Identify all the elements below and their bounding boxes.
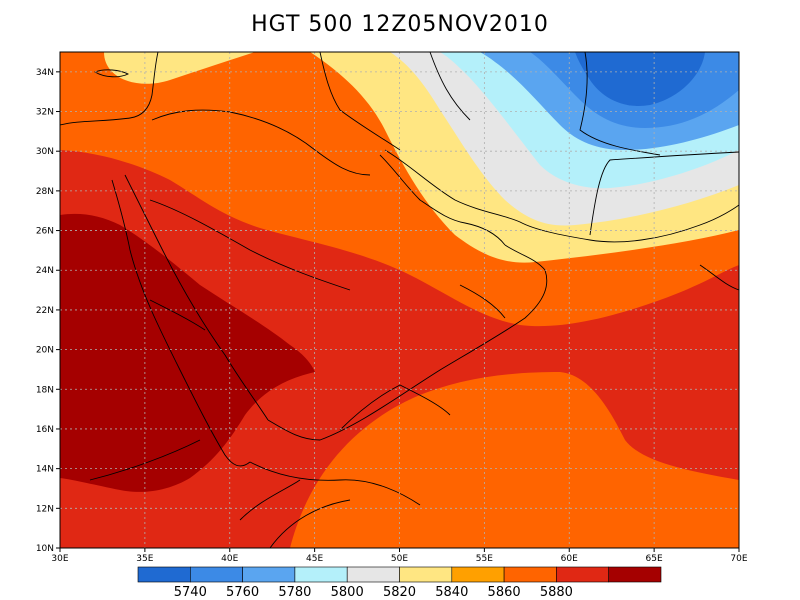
colorbar-label: 5800 bbox=[331, 585, 364, 600]
arabia-south-coast bbox=[267, 244, 548, 441]
border-2 bbox=[149, 199, 351, 291]
lon-tick-label: 40E bbox=[221, 554, 238, 564]
red-sea-west-coast bbox=[111, 179, 251, 467]
band-5860-south bbox=[290, 372, 739, 548]
india-coast bbox=[699, 264, 739, 291]
colorbar-swatch bbox=[137, 566, 191, 583]
lat-tick-label: 12N bbox=[36, 504, 54, 514]
lon-tick-label: 65E bbox=[646, 554, 663, 564]
somalia-coast bbox=[269, 499, 351, 548]
lon-tick-label: 50E bbox=[391, 554, 408, 564]
colorbar-swatch bbox=[503, 566, 557, 583]
lat-tick-label: 22N bbox=[36, 306, 54, 316]
lat-tick-label: 14N bbox=[36, 465, 54, 475]
band-5740 bbox=[575, 52, 705, 106]
africa-horn-coast bbox=[249, 461, 421, 506]
border-8 bbox=[339, 384, 451, 431]
band-5840 bbox=[60, 52, 255, 84]
lon-tick-label: 35E bbox=[136, 554, 153, 564]
colorbar-swatch bbox=[346, 566, 400, 583]
border-4 bbox=[429, 52, 471, 121]
border-5 bbox=[589, 151, 739, 236]
colorbar-label: 5840 bbox=[435, 585, 468, 600]
band-5900 bbox=[60, 213, 315, 492]
border-9 bbox=[89, 439, 201, 481]
lon-tick-label: 30E bbox=[51, 554, 68, 564]
colorbar-label: 5760 bbox=[226, 585, 259, 600]
lat-tick-label: 30N bbox=[36, 147, 54, 157]
lat-tick-label: 34N bbox=[36, 68, 54, 78]
colorbar: 5740 5760 5780 5800 5820 5840 5860 5880 bbox=[137, 566, 662, 600]
border-7 bbox=[459, 284, 506, 319]
colorbar-swatch bbox=[399, 566, 453, 583]
lon-tick-label: 60E bbox=[561, 554, 578, 564]
colorbar-swatch bbox=[190, 566, 243, 583]
border-3 bbox=[319, 52, 401, 151]
lat-tick-label: 24N bbox=[36, 266, 54, 276]
colorbar-swatch bbox=[294, 566, 348, 583]
map-grid bbox=[60, 52, 739, 548]
colorbar-swatch bbox=[451, 566, 505, 583]
border-11 bbox=[239, 479, 301, 521]
colorbar-swatch bbox=[608, 566, 662, 583]
latitude-axis: 10N 12N 14N 16N 18N 20N 22N 24N 26N 28N 30N 32N 34N bbox=[36, 68, 60, 554]
colorbar-label: 5820 bbox=[383, 585, 416, 600]
colorbar-label: 5860 bbox=[488, 585, 521, 600]
lat-tick-label: 20N bbox=[36, 346, 54, 356]
lon-tick-label: 70E bbox=[730, 554, 747, 564]
mediterranean-coast bbox=[60, 52, 159, 126]
colorbar-label: 5780 bbox=[278, 585, 311, 600]
longitude-axis: 30E 35E 40E 45E 50E 55E 60E 65E 70E bbox=[51, 548, 748, 564]
lat-tick-label: 32N bbox=[36, 108, 54, 118]
border-10 bbox=[149, 299, 206, 331]
border-1 bbox=[151, 109, 371, 176]
lat-tick-label: 18N bbox=[36, 385, 54, 395]
lat-tick-label: 28N bbox=[36, 187, 54, 197]
lon-tick-label: 55E bbox=[476, 554, 493, 564]
colorbar-swatch bbox=[242, 566, 296, 583]
colorbar-label: 5740 bbox=[174, 585, 207, 600]
map-title: HGT 500 12Z05NOV2010 bbox=[251, 12, 549, 37]
lat-tick-label: 26N bbox=[36, 227, 54, 237]
coastlines-borders bbox=[60, 52, 739, 548]
red-sea-east-coast bbox=[124, 174, 269, 421]
colorbar-swatch bbox=[556, 566, 610, 583]
border-6 bbox=[579, 52, 661, 156]
cyprus bbox=[93, 69, 130, 78]
colorbar-label: 5880 bbox=[540, 585, 573, 600]
lon-tick-label: 45E bbox=[306, 554, 323, 564]
iran-coast bbox=[384, 149, 739, 243]
lat-tick-label: 10N bbox=[36, 544, 54, 554]
lat-tick-label: 16N bbox=[36, 425, 54, 435]
